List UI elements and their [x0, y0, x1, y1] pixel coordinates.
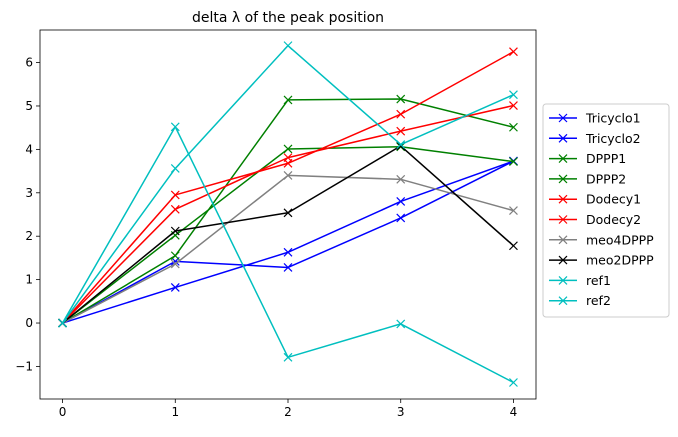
axes: 0 1 2 3 4 −1 0 1 2 3 4 5 6 [15, 29, 537, 419]
legend-label: meo2DPPP [586, 253, 654, 268]
x-tick-label: 0 [59, 405, 67, 419]
x-tick-label: 3 [397, 405, 405, 419]
legend-marker [558, 215, 568, 224]
y-tick-label: 0 [25, 316, 33, 330]
y-tick-label: −1 [15, 359, 33, 373]
y-tick-label: 3 [25, 186, 33, 200]
legend-box [542, 103, 670, 318]
legend-item: ref1 [549, 273, 611, 288]
legend-item: Tricyclo2 [549, 131, 641, 146]
y-tick-label: 4 [25, 142, 33, 156]
legend-item: meo4DPPP [549, 232, 654, 247]
data-point [509, 122, 518, 132]
data-point [283, 41, 293, 51]
data-point [170, 259, 180, 269]
legend-item: Dodecy2 [549, 212, 641, 227]
data-point [283, 153, 293, 163]
x-tick-label: 1 [171, 405, 179, 419]
data-point [509, 206, 518, 216]
data-point [58, 318, 67, 328]
series-line [62, 146, 514, 324]
legend-label: ref2 [586, 293, 611, 308]
series-line [62, 104, 514, 324]
data-point [283, 171, 293, 180]
plot-frame [39, 29, 537, 400]
data-point [170, 204, 180, 214]
chart-title: delta λ of the peak position [192, 10, 384, 26]
data-point [283, 247, 293, 257]
legend-item: Tricyclo1 [549, 111, 641, 126]
legend-label: meo4DPPP [586, 232, 654, 247]
series-Tricyclo2 [58, 156, 518, 328]
y-tick-label: 6 [25, 56, 33, 70]
data-point [509, 47, 518, 57]
data-point [170, 283, 180, 292]
legend-marker [558, 296, 568, 306]
plot-series [58, 41, 518, 387]
y-tick-label: 5 [25, 99, 33, 113]
data-point [509, 101, 518, 110]
data-point [283, 144, 293, 154]
series-line [62, 145, 514, 324]
legend-label: DPPP2 [586, 171, 626, 186]
data-point [509, 241, 518, 251]
data-point [509, 157, 518, 166]
legend-marker [558, 154, 568, 164]
legend-marker [558, 133, 568, 143]
data-point [283, 95, 293, 105]
series-line [61, 44, 514, 324]
data-point [283, 263, 293, 272]
data-point [509, 90, 518, 100]
data-point [396, 319, 406, 329]
data-point [283, 208, 293, 218]
series-meo2DPPP [58, 141, 518, 328]
legend-label: Tricyclo1 [585, 111, 641, 126]
data-point [396, 126, 406, 136]
series-line [62, 98, 514, 324]
legend-item: DPPP1 [549, 151, 626, 166]
series-ref2 [58, 41, 518, 328]
legend-label: Dodecy1 [586, 192, 641, 207]
legend-marker [558, 113, 568, 123]
legend-label: Tricyclo2 [585, 131, 641, 146]
y-tick-label: 2 [25, 229, 33, 243]
legend: Tricyclo1 Tricyclo2 DPPP1 DPPP2 Dodecy1 Dodec… [542, 103, 670, 318]
data-point [170, 190, 180, 200]
data-point [170, 164, 180, 173]
legend-item: DPPP2 [549, 171, 626, 186]
data-point [396, 140, 406, 150]
legend-marker [558, 255, 568, 265]
data-point [170, 251, 180, 261]
data-point [396, 174, 406, 184]
legend-marker [558, 174, 568, 184]
data-point [283, 352, 293, 362]
legend-label: DPPP1 [586, 151, 626, 166]
legend-item: Dodecy1 [549, 192, 641, 207]
legend-label: Dodecy2 [586, 212, 641, 227]
data-point [396, 109, 406, 119]
y-tick-label: 1 [25, 273, 33, 287]
data-point [170, 226, 180, 236]
series-Dodecy2 [58, 101, 518, 328]
legend-item: meo2DPPP [549, 253, 654, 268]
legend-marker [558, 235, 568, 245]
data-point [396, 197, 406, 206]
data-point [509, 378, 518, 387]
data-point [396, 213, 406, 223]
data-point [396, 94, 406, 104]
legend-label: ref1 [586, 273, 611, 288]
legend-item: ref2 [549, 293, 611, 308]
series-ref1 [58, 122, 518, 387]
legend-marker [558, 194, 568, 204]
x-tick-label: 4 [510, 405, 518, 419]
series-Tricyclo1 [58, 156, 518, 328]
legend-marker [558, 275, 568, 285]
data-point [170, 122, 180, 132]
x-tick-label: 2 [284, 405, 292, 419]
